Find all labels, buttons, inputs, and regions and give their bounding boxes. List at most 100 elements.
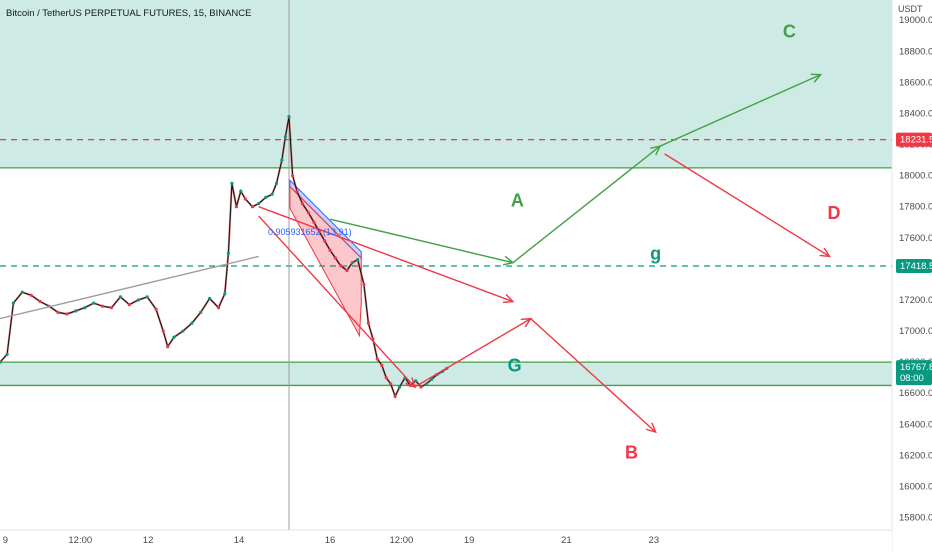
price-point [389, 382, 393, 386]
price-point [199, 310, 203, 315]
resistance-price-label: 18231.5 [896, 132, 932, 147]
price-point [362, 282, 366, 287]
price-point [323, 239, 327, 243]
arrow-head-1 [650, 145, 662, 156]
arrow-head-7 [645, 422, 657, 434]
price-point [190, 321, 194, 325]
price-point [380, 363, 384, 367]
y-tick-label: 17800.0 [899, 202, 932, 213]
price-point [250, 205, 255, 209]
price-point [339, 264, 343, 268]
current-price-countdown: 08:00 [900, 373, 924, 384]
y-tick-label: 15800.0 [899, 513, 932, 524]
price-point [257, 202, 261, 206]
price-point [136, 298, 140, 302]
price-point [328, 248, 332, 252]
y-tick-label: 18400.0 [899, 108, 932, 119]
levels-layer [0, 138, 892, 387]
price-point [83, 306, 87, 310]
price-point [280, 158, 284, 162]
price-point [74, 309, 78, 313]
trend-arrow-2 [659, 73, 821, 147]
price-point [307, 211, 311, 215]
trend-arrow-4 [258, 206, 514, 303]
price-point [430, 377, 434, 381]
x-tick-label: 16 [325, 535, 336, 546]
trend-arrow-7 [530, 318, 657, 433]
price-point [127, 303, 131, 307]
price-point [181, 329, 185, 333]
time-axis-bg [0, 530, 892, 550]
price-point [424, 382, 428, 386]
price-point [92, 301, 96, 305]
arrow-head-5 [405, 377, 416, 389]
price-point [11, 301, 15, 305]
price-point [5, 352, 9, 356]
price-point [154, 307, 158, 311]
fib-annotation: 0.905931652 (13.91) [268, 227, 352, 237]
wave-label-g: g [650, 244, 661, 264]
trend-arrow-6 [414, 318, 532, 388]
price-point [0, 360, 2, 364]
price-point [20, 290, 24, 294]
wave-label-G: G [508, 355, 522, 375]
price-point [166, 344, 170, 349]
price-point [375, 357, 379, 361]
zone-0 [0, 0, 892, 168]
price-point [223, 292, 227, 296]
time-axis[interactable]: 9 12:00 12 14 16 12:00 19 21 23 [0, 529, 892, 550]
y-tick-label: 16600.0 [899, 388, 932, 399]
trend-arrow-8 [0, 255, 259, 320]
current-price-label: 16767.8 08:00 [896, 360, 932, 386]
trend-arrow-0 [329, 218, 514, 264]
x-tick-label: 12:00 [390, 535, 414, 546]
price-point [333, 256, 337, 260]
wave-label-A: A [511, 191, 524, 211]
x-tick-label: 21 [561, 535, 572, 546]
price-point [239, 189, 243, 193]
svg-text:18231.5: 18231.5 [900, 135, 932, 146]
y-tick-label: 17200.0 [899, 295, 932, 306]
price-point [398, 385, 402, 389]
x-tick-label: 23 [649, 535, 660, 546]
price-point [65, 312, 69, 316]
wave-label-layer: C A Dg G B [508, 21, 841, 462]
y-tick-label: 18800.0 [899, 46, 932, 57]
price-axis-bg [892, 0, 932, 550]
x-tick-label: 9 [3, 535, 8, 546]
price-point [161, 329, 165, 333]
price-point [100, 304, 105, 308]
price-point [243, 197, 247, 201]
price-point [414, 379, 418, 383]
trend-arrow-5 [258, 215, 416, 388]
trend-arrow-3 [664, 153, 830, 258]
y-tick-label: 17600.0 [899, 233, 932, 244]
x-tick-label: 19 [464, 535, 475, 546]
price-point [300, 202, 304, 206]
y-tick-label: 17000.0 [899, 326, 932, 337]
trend-arrow-1 [512, 145, 661, 264]
arrow-layer [0, 73, 831, 434]
price-point [287, 114, 291, 119]
arrow-head-4 [502, 293, 515, 304]
chart-title: Bitcoin / TetherUS PERPETUAL FUTURES, 15… [6, 8, 252, 19]
y-tick-label: 16000.0 [899, 481, 932, 492]
y-tick-label: 18000.0 [899, 171, 932, 182]
price-point [264, 195, 268, 199]
price-point [312, 220, 316, 224]
wave-label-D: D [828, 203, 841, 223]
zone-1 [0, 362, 892, 386]
price-point [274, 181, 279, 186]
price-point [226, 251, 230, 255]
current-price-value: 16767.8 [900, 362, 932, 373]
price-point [270, 192, 274, 196]
price-point [145, 295, 149, 299]
price-point [172, 335, 176, 339]
price-point [295, 189, 299, 193]
price-point [393, 394, 397, 398]
price-point [366, 321, 370, 325]
price-axis[interactable]: 15800.016000.016200.016400.016600.016800… [891, 0, 932, 550]
y-tick-label: 16400.0 [899, 419, 932, 430]
